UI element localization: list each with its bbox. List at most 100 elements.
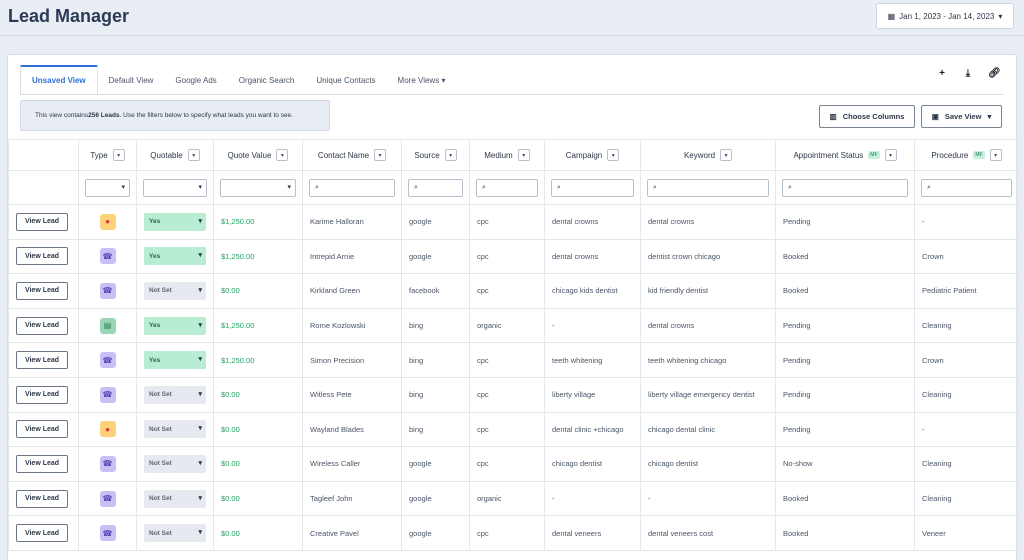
quotable-cell: Not Set xyxy=(136,446,214,482)
filter-row: ⌕ ⌕ ⌕ ⌕ ⌕ ⌕ ⌕ xyxy=(8,170,1019,205)
view-lead-button[interactable]: View Lead xyxy=(16,316,68,335)
view-lead-button[interactable]: View Lead xyxy=(16,454,68,473)
filter-keyword-cell: ⌕ xyxy=(640,170,776,205)
keyword: dentist crown chicago xyxy=(640,238,776,275)
tab-default-view[interactable]: Default View xyxy=(108,75,154,85)
quote-value: $0.00 xyxy=(213,376,303,413)
header-divider xyxy=(0,35,1024,36)
search-icon: ⌕ xyxy=(557,183,561,191)
chevron-down-icon[interactable]: ▾ xyxy=(444,149,457,161)
link-icon[interactable]: 🔗︎ xyxy=(988,68,1001,79)
filter-procedure-search[interactable]: ⌕ xyxy=(921,178,1012,197)
contact-name: Karime Halloran xyxy=(302,204,402,240)
search-icon: ⌕ xyxy=(315,183,319,191)
chevron-down-icon[interactable]: ▾ xyxy=(187,149,200,161)
view-lead-button[interactable]: View Lead xyxy=(16,420,68,439)
choose-columns-button[interactable]: ▥ Choose Columns xyxy=(819,105,915,128)
header-appointment-status[interactable]: Appointment Status MF ▾ xyxy=(775,139,915,171)
view-lead-button[interactable]: View Lead xyxy=(16,247,68,266)
filter-medium-search[interactable]: ⌕ xyxy=(476,178,538,197)
tab-google-ads[interactable]: Google Ads xyxy=(175,75,217,85)
view-lead-button[interactable]: View Lead xyxy=(16,385,68,404)
chevron-down-icon[interactable]: ▾ xyxy=(607,149,620,161)
tab-more-views[interactable]: More Views ▾ xyxy=(387,65,457,95)
contact-name: Kirkland Green xyxy=(302,273,402,309)
header-procedure[interactable]: Procedure MF ▾ xyxy=(914,139,1019,171)
tab-unsaved-view[interactable]: Unsaved View xyxy=(20,65,98,95)
quotable-select[interactable]: Yes xyxy=(144,212,206,231)
header-campaign[interactable]: Campaign ▾ xyxy=(544,139,641,171)
filter-type-select[interactable] xyxy=(85,178,130,197)
procedure: Pediatric Patient xyxy=(914,273,1019,309)
action-cell: View Lead xyxy=(8,342,79,378)
chevron-down-icon[interactable]: ▾ xyxy=(884,149,897,161)
column-label: Type xyxy=(90,150,108,160)
quotable-select[interactable]: Not Set xyxy=(144,489,206,508)
column-label: Contact Name xyxy=(317,150,370,160)
quote-value: $1,250.00 xyxy=(213,342,303,378)
source: facebook xyxy=(401,273,470,309)
action-cell: View Lead xyxy=(8,376,79,413)
chevron-down-icon[interactable]: ▾ xyxy=(112,149,125,161)
header-source[interactable]: Source ▾ xyxy=(401,139,470,171)
view-lead-button[interactable]: View Lead xyxy=(16,489,68,508)
header-quotable[interactable]: Quotable ▾ xyxy=(136,139,214,171)
filter-source-search[interactable]: ⌕ xyxy=(408,178,463,197)
campaign: chicago kids dentist xyxy=(544,273,641,309)
filter-quote-value-cell xyxy=(213,170,303,205)
filter-keyword-search[interactable]: ⌕ xyxy=(647,178,769,197)
column-label: Appointment Status xyxy=(793,150,864,160)
quotable-select[interactable]: Not Set xyxy=(144,281,206,300)
quotable-select[interactable]: Not Set xyxy=(144,385,206,404)
header-keyword[interactable]: Keyword ▾ xyxy=(640,139,776,171)
view-lead-button[interactable]: View Lead xyxy=(16,351,68,370)
chevron-down-icon[interactable]: ▾ xyxy=(720,149,733,161)
header-type[interactable]: Type ▾ xyxy=(78,139,137,171)
download-icon[interactable]: ⤓ xyxy=(965,68,971,79)
quotable-select[interactable]: Yes xyxy=(144,351,206,370)
view-lead-button[interactable]: View Lead xyxy=(16,524,68,543)
view-lead-button[interactable]: View Lead xyxy=(16,212,68,231)
chevron-down-icon[interactable]: ▾ xyxy=(276,149,289,161)
chevron-down-icon[interactable]: ▾ xyxy=(374,149,387,161)
save-view-label: Save View xyxy=(944,112,982,121)
header-medium[interactable]: Medium ▾ xyxy=(469,139,545,171)
header-quote-value[interactable]: Quote Value ▾ xyxy=(213,139,303,171)
filter-status-search[interactable]: ⌕ xyxy=(782,178,908,197)
filter-contact-search[interactable]: ⌕ xyxy=(309,178,395,197)
quotable-select[interactable]: Not Set xyxy=(144,420,206,439)
date-range-picker[interactable]: ▦ Jan 1, 2023 - Jan 14, 2023 ▾ xyxy=(876,3,1014,29)
source: bing xyxy=(401,376,470,413)
chevron-down-icon[interactable]: ▾ xyxy=(989,149,1002,161)
filter-empty xyxy=(8,170,79,205)
chevron-down-icon[interactable]: ▾ xyxy=(517,149,530,161)
filter-quotable-select[interactable] xyxy=(143,178,207,197)
caret-down-icon: ▾ xyxy=(998,11,1003,21)
filter-medium-cell: ⌕ xyxy=(469,170,545,205)
quotable-select[interactable]: Not Set xyxy=(144,524,206,543)
tab-unique-contacts[interactable]: Unique Contacts xyxy=(316,75,376,85)
filter-contact-cell: ⌕ xyxy=(302,170,402,205)
filter-quote-value-select[interactable] xyxy=(220,178,296,197)
tab-organic-search[interactable]: Organic Search xyxy=(238,75,295,85)
quotable-select[interactable]: Yes xyxy=(144,247,206,266)
contact-name: Wireless Caller xyxy=(302,446,402,482)
plus-icon[interactable]: + xyxy=(939,68,945,79)
mf-badge: MF xyxy=(868,151,880,159)
quote-value: $1,250.00 xyxy=(213,307,303,344)
contact-name: Tagleef John xyxy=(302,480,402,517)
lead-table: Type ▾ Quotable ▾ Quote Value ▾ Contact Nam… xyxy=(8,139,1019,551)
header-contact-name[interactable]: Contact Name ▾ xyxy=(302,139,402,171)
action-cell: View Lead xyxy=(8,238,79,275)
quotable-select[interactable]: Yes xyxy=(144,316,206,335)
filter-type-cell xyxy=(78,170,137,205)
call-icon: ☎ xyxy=(99,525,116,542)
quotable-select[interactable]: Not Set xyxy=(144,454,206,473)
save-view-button[interactable]: ▣ Save View ▾ xyxy=(921,105,1002,128)
filter-campaign-search[interactable]: ⌕ xyxy=(551,178,634,197)
view-lead-button[interactable]: View Lead xyxy=(16,281,68,300)
call-icon: ☎ xyxy=(99,386,116,403)
search-icon: ⌕ xyxy=(788,183,792,191)
